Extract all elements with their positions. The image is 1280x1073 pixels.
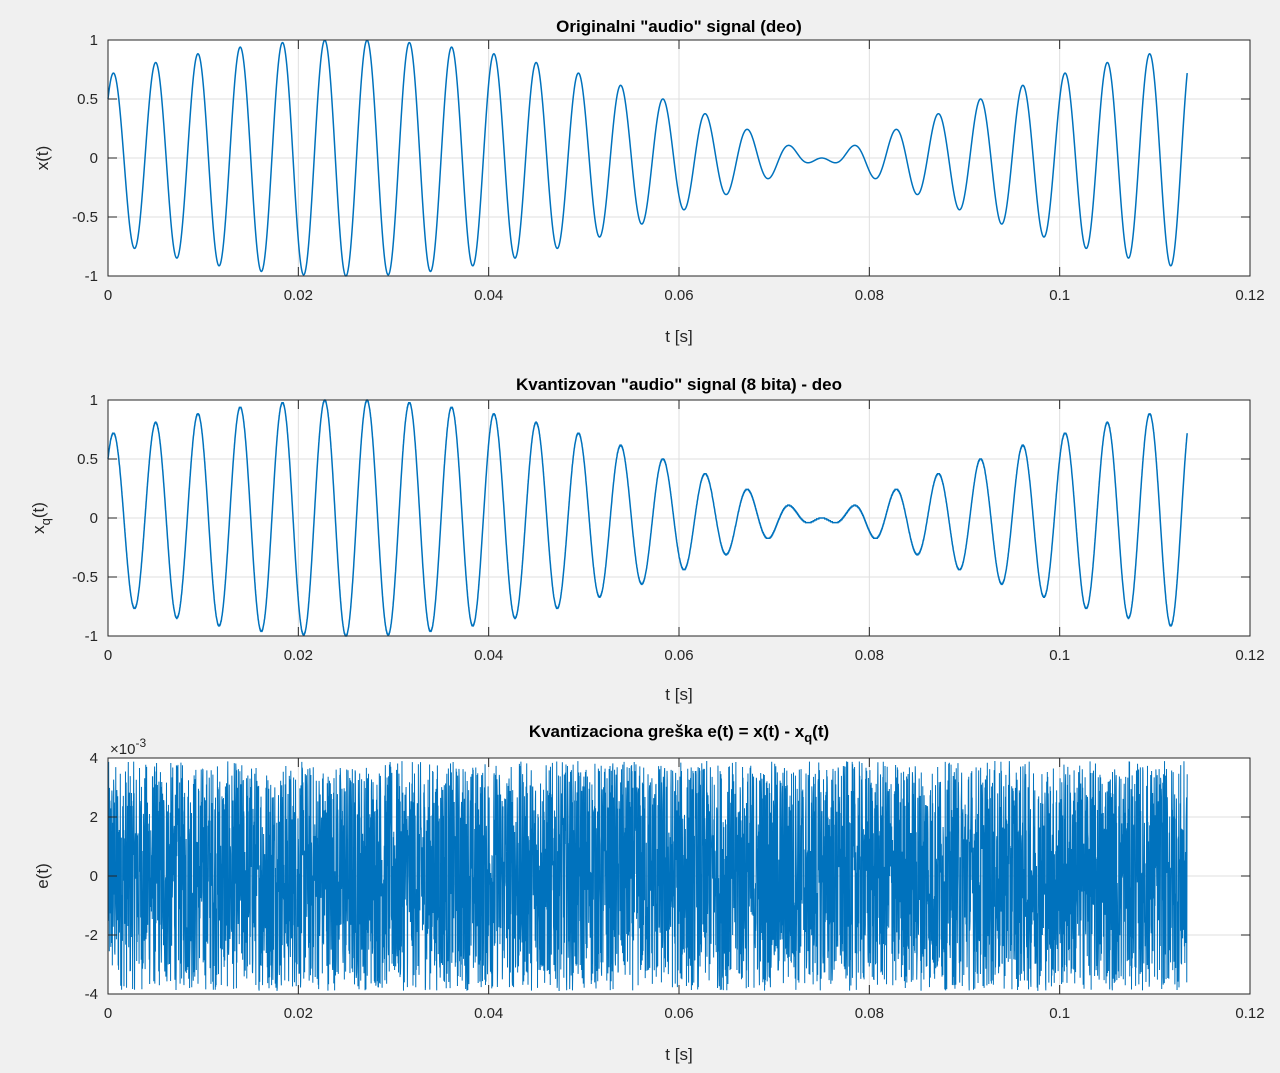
subplot-2-ylabel: xq(t) [29,502,53,534]
subplot-quantized-signal: Kvantizovan "audio" signal (8 bita) - de… [29,375,1265,704]
subplot-1-signal-line [107,39,1188,277]
subplot-3-exponent-label: ×10-3 [110,736,146,758]
y-tick-label: 0 [90,150,98,167]
x-tick-label: 0.12 [1235,1005,1264,1022]
subplot-2-ylabel-rest: (t) [29,502,48,518]
subplot-3-ylabel: e(t) [33,863,52,889]
y-tick-label: 1 [90,32,98,49]
subplot-3-xlabel: t [s] [665,1045,692,1064]
subplot-3-exponent-power: -3 [135,736,146,750]
x-tick-label: 0.08 [855,287,884,304]
y-tick-label: 0.5 [77,451,98,468]
subplot-3-error-line [107,760,1188,992]
subplot-2-ticks: 0 0.02 0.04 0.06 0.08 0.1 0.12 -1 -0.5 0 0.5 1 [72,392,1264,664]
x-tick-label: 0 [104,1005,112,1022]
subplot-1-xlabel: t [s] [665,327,692,346]
subplot-3-ticks: 0 0.02 0.04 0.06 0.08 0.1 0.12 -4 -2 0 2 4 [85,750,1265,1022]
subplot-3-exponent-base: ×10 [110,741,135,758]
subplot-2-xlabel: t [s] [665,685,692,704]
subplot-2-ylabel-main: x [29,525,48,534]
y-tick-label: 0.5 [77,91,98,108]
x-tick-label: 0 [104,287,112,304]
y-tick-label: 2 [90,809,98,826]
subplot-3-title-main: Kvantizaciona greška e(t) = x(t) - x [529,722,805,741]
x-tick-label: 0.12 [1235,647,1264,664]
x-tick-label: 0.08 [855,647,884,664]
y-tick-label: -1 [85,268,98,285]
subplot-2-ylabel-sub: q [38,518,53,525]
x-tick-label: 0.04 [474,1005,503,1022]
subplot-1-title: Originalni "audio" signal (deo) [556,17,802,36]
y-tick-label: -4 [85,986,98,1003]
x-tick-label: 0.06 [664,287,693,304]
subplot-original-signal: Originalni "audio" signal (deo) 0 0.02 0.0… [33,17,1265,346]
x-tick-label: 0.04 [474,287,503,304]
x-tick-label: 0.02 [284,1005,313,1022]
subplot-1-ylabel: x(t) [33,146,52,171]
subplot-3-title-sub: q [804,730,812,745]
x-tick-label: 0 [104,647,112,664]
subplot-1-ticks: 0 0.02 0.04 0.06 0.08 0.1 0.12 -1 -0.5 0 0.5 1 [72,32,1264,304]
x-tick-label: 0.1 [1049,1005,1070,1022]
y-tick-label: 4 [90,750,98,767]
y-tick-label: -2 [85,927,98,944]
y-tick-label: -0.5 [72,209,98,226]
subplot-3-title-rest: (t) [812,722,829,741]
x-tick-label: 0.06 [664,647,693,664]
subplot-3-title: Kvantizaciona greška e(t) = x(t) - xq(t) [529,722,829,745]
x-tick-label: 0.02 [284,647,313,664]
y-tick-label: -1 [85,628,98,645]
subplot-2-title: Kvantizovan "audio" signal (8 bita) - de… [516,375,842,394]
x-tick-label: 0.1 [1049,647,1070,664]
x-tick-label: 0.06 [664,1005,693,1022]
x-tick-label: 0.04 [474,647,503,664]
x-tick-label: 0.12 [1235,287,1264,304]
subplot-quantization-error: Kvantizaciona greška e(t) = x(t) - xq(t)… [33,722,1265,1064]
y-tick-label: -0.5 [72,569,98,586]
y-tick-label: 1 [90,392,98,409]
y-tick-label: 0 [90,510,98,527]
x-tick-label: 0.02 [284,287,313,304]
x-tick-label: 0.08 [855,1005,884,1022]
subplot-2-signal-line [107,399,1188,637]
y-tick-label: 0 [90,868,98,885]
x-tick-label: 0.1 [1049,287,1070,304]
